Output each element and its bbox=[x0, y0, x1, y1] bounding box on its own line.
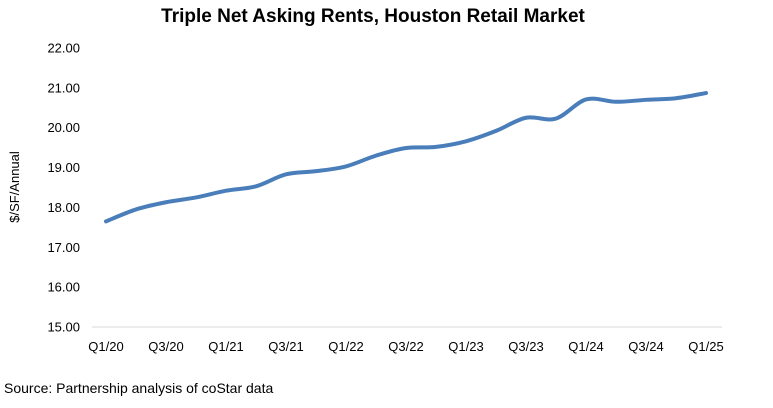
y-tick-label: 20.00 bbox=[47, 120, 80, 135]
y-tick-label: 21.00 bbox=[47, 80, 80, 95]
y-tick-label: 18.00 bbox=[47, 200, 80, 215]
series-points bbox=[104, 91, 708, 223]
y-tick-label: 22.00 bbox=[47, 41, 80, 56]
series-line-triple-net-asking-rent bbox=[104, 91, 708, 224]
x-tick-label: Q3/23 bbox=[508, 339, 543, 354]
y-tick-label: 19.00 bbox=[47, 160, 80, 175]
x-tick-label: Q3/20 bbox=[148, 339, 183, 354]
y-tick-label: 17.00 bbox=[47, 240, 80, 255]
source-note: Source: Partnership analysis of coStar d… bbox=[4, 380, 273, 396]
x-tick-label: Q3/24 bbox=[628, 339, 663, 354]
chart-title: Triple Net Asking Rents, Houston Retail … bbox=[161, 6, 585, 27]
x-tick-label: Q1/23 bbox=[448, 339, 483, 354]
x-tick-label: Q3/21 bbox=[268, 339, 303, 354]
y-tick-label: 15.00 bbox=[47, 320, 80, 335]
x-tick-label: Q3/22 bbox=[388, 339, 423, 354]
x-tick-label: Q1/22 bbox=[328, 339, 363, 354]
x-tick-label: Q1/24 bbox=[568, 339, 603, 354]
x-tick-label: Q1/25 bbox=[688, 339, 723, 354]
y-axis-ticks: 15.00 16.00 17.00 18.00 19.00 20.00 21.00 22.00 bbox=[47, 41, 80, 335]
x-tick-label: Q1/20 bbox=[88, 339, 123, 354]
y-tick-label: 16.00 bbox=[47, 280, 80, 295]
x-axis-ticks: Q1/20 Q3/20 Q1/21 Q3/21 Q1/22 Q3/22 Q1/23 Q3/23… bbox=[88, 339, 723, 354]
y-axis-title: $/SF/Annual bbox=[7, 151, 22, 223]
x-tick-label: Q1/21 bbox=[208, 339, 243, 354]
